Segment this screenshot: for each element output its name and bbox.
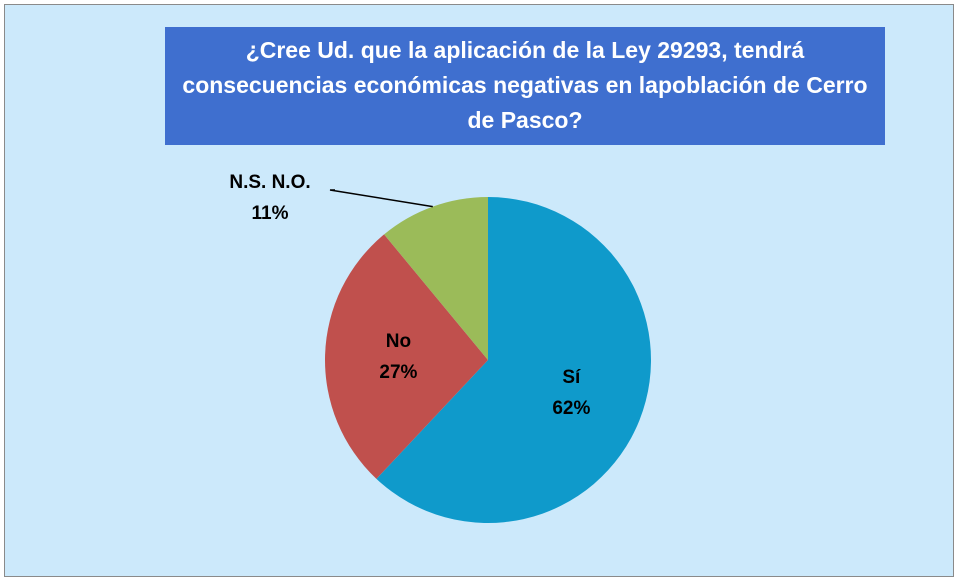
- pie-slice: [376, 197, 651, 523]
- slice-label: Sí: [562, 367, 581, 388]
- slice-label: N.S. N.O.: [229, 172, 310, 193]
- pie-slice: [325, 234, 488, 479]
- slice-value-label: 27%: [379, 362, 417, 383]
- slice-label: No: [386, 331, 411, 352]
- chart-title: ¿Cree Ud. que la aplicación de la Ley 29…: [165, 27, 885, 145]
- pie-slice: [384, 197, 488, 360]
- slice-value-label: 62%: [552, 398, 590, 419]
- slice-value-label: 11%: [252, 203, 289, 224]
- leader-line: [329, 189, 433, 208]
